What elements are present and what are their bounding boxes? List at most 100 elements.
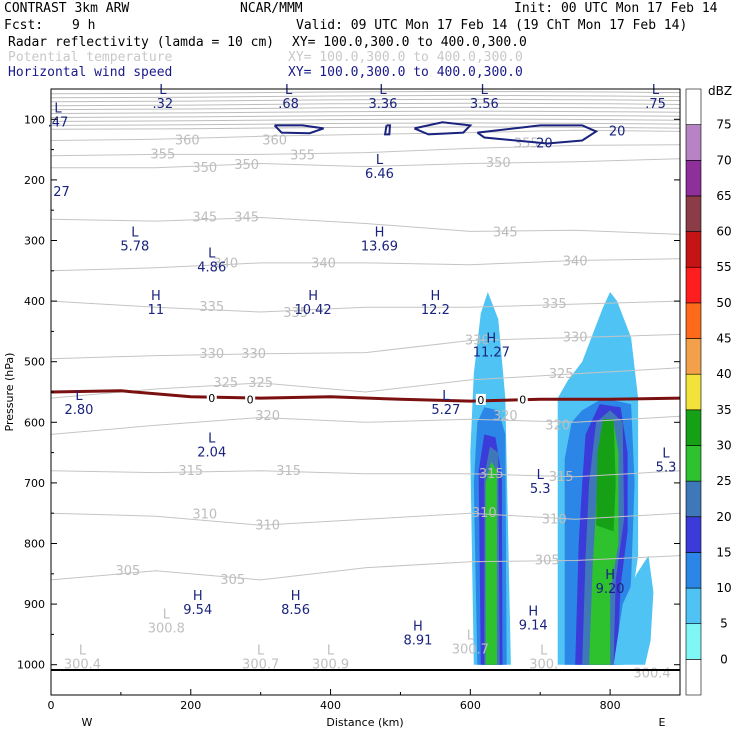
y-tick-label: 1000 bbox=[17, 659, 45, 672]
extremum-value: 300.7 bbox=[242, 658, 279, 673]
theta-label-355: 355 bbox=[150, 147, 175, 162]
colorbar-swatch bbox=[685, 587, 702, 625]
colorbar-tick-label: 0 bbox=[720, 652, 728, 666]
theta-label-330: 330 bbox=[241, 347, 266, 362]
valid-time: Valid: 09 UTC Mon 17 Feb 14 (19 ChT Mon … bbox=[296, 18, 688, 33]
colorbar-swatch bbox=[685, 659, 702, 696]
low-marker: L bbox=[257, 644, 265, 659]
theta-isentrope-355 bbox=[51, 144, 680, 157]
x-tick-label: 200 bbox=[180, 699, 201, 712]
freezing-label-bg bbox=[206, 392, 217, 404]
theta-label-310: 310 bbox=[542, 512, 567, 527]
theta-label-320: 320 bbox=[255, 409, 280, 424]
colorbar-tick-label: 75 bbox=[716, 118, 731, 132]
extremum-value: 5.3 bbox=[530, 482, 551, 497]
colorbar-tick-label: 25 bbox=[716, 474, 731, 488]
theta-upper-isentrope bbox=[51, 102, 680, 107]
high-marker: H bbox=[291, 589, 301, 604]
extremum-value: 11 bbox=[148, 303, 165, 318]
extremum-value: .68 bbox=[278, 97, 299, 112]
wind-contour-20 bbox=[273, 124, 324, 135]
theta-upper-isentrope bbox=[51, 126, 680, 130]
x-tick-label: 800 bbox=[600, 699, 621, 712]
reflectivity-layer bbox=[470, 292, 654, 665]
low-marker: L bbox=[208, 247, 216, 262]
x-tick-label: 400 bbox=[320, 699, 341, 712]
theta-isentrope-320 bbox=[51, 415, 680, 435]
low-marker: L bbox=[163, 607, 171, 622]
extremum-value: 3.56 bbox=[470, 97, 499, 112]
colorbar-tick-label: 45 bbox=[716, 332, 731, 346]
theta-label-315: 315 bbox=[549, 470, 574, 485]
freezing-label-bg bbox=[517, 393, 528, 405]
theta-label-350: 350 bbox=[234, 158, 259, 173]
forecast-hours: 9 h bbox=[72, 18, 96, 33]
theta-label-340: 340 bbox=[213, 257, 238, 272]
extremum-value: 27 bbox=[53, 185, 70, 200]
high-marker: H bbox=[375, 226, 385, 241]
colorbar-swatch bbox=[685, 552, 702, 589]
y-tick-label: 900 bbox=[24, 598, 45, 611]
theta-label-330: 330 bbox=[199, 347, 224, 362]
high-marker: H bbox=[486, 332, 496, 347]
theta-isentrope-350 bbox=[51, 158, 680, 169]
reflectivity-cell-5dbz bbox=[613, 555, 654, 665]
x-axis-title: Distance (km) bbox=[326, 716, 403, 729]
y-tick-label: 600 bbox=[24, 416, 45, 429]
field-xy-reflectivity: XY= 100.0,300.0 to 400.0,300.0 bbox=[292, 35, 527, 50]
theta-upper-isentrope bbox=[51, 114, 680, 118]
extremum-value: .75 bbox=[645, 97, 666, 112]
colorbar-tick-label: 65 bbox=[716, 189, 731, 203]
extremum-value: 3.36 bbox=[368, 97, 397, 112]
colorbar-swatch bbox=[685, 302, 702, 339]
theta-upper-isentrope bbox=[51, 110, 680, 114]
theta-label-345: 345 bbox=[192, 210, 217, 225]
y-axis-title: Pressure (hPa) bbox=[3, 353, 16, 432]
theta-upper-isentrope bbox=[51, 106, 680, 111]
high-marker: H bbox=[528, 604, 538, 619]
high-marker: H bbox=[151, 289, 161, 304]
theta-upper-isentrope bbox=[51, 118, 680, 122]
colorbar: 0 5 10 15 20 25 30 35 40 45 50 55 60 65 70 75 bbox=[685, 88, 732, 696]
colorbar-tick-label: 50 bbox=[716, 296, 731, 310]
high-marker: H bbox=[308, 289, 318, 304]
y-tick-label: 700 bbox=[24, 477, 45, 490]
theta-label-340: 340 bbox=[311, 257, 336, 272]
colorbar-swatch bbox=[685, 266, 702, 304]
field-name-wind: Horizontal wind speed bbox=[8, 65, 173, 80]
extremum-value: 300.9 bbox=[312, 658, 349, 673]
theta-label-355: 355 bbox=[514, 137, 539, 152]
theta-isentrope-305 bbox=[51, 555, 680, 581]
colorbar-swatch bbox=[685, 373, 702, 411]
colorbar-swatch bbox=[685, 445, 702, 482]
low-marker: L bbox=[54, 101, 62, 116]
theta-label-360: 360 bbox=[175, 134, 200, 149]
theta-label-310: 310 bbox=[255, 518, 280, 533]
extremum-value: 9.14 bbox=[519, 618, 548, 633]
extremum-value: 300.8 bbox=[148, 621, 185, 636]
colorbar-swatch bbox=[685, 623, 702, 660]
x-tick-label: 0 bbox=[48, 699, 55, 712]
theta-label-330: 330 bbox=[563, 330, 588, 345]
colorbar-tick-label: 10 bbox=[716, 581, 731, 595]
theta-label-305: 305 bbox=[115, 564, 140, 579]
freezing-level-label: 0 bbox=[208, 392, 215, 405]
theta-label-325: 325 bbox=[213, 376, 238, 391]
y-tick-label: 300 bbox=[24, 235, 45, 248]
extremum-value: 4.86 bbox=[197, 261, 226, 276]
colorbar-tick-label: 30 bbox=[716, 438, 731, 452]
low-marker: L bbox=[481, 83, 489, 98]
colorbar-tick-label: 5 bbox=[720, 617, 728, 631]
theta-isentrope-330 bbox=[51, 333, 680, 360]
low-marker: L bbox=[540, 644, 548, 659]
colorbar-swatch bbox=[685, 88, 702, 125]
low-marker: L bbox=[79, 644, 87, 659]
theta-label-330: 330 bbox=[465, 333, 490, 348]
extremum-value: 300.4 bbox=[64, 658, 101, 673]
y-tick-label: 200 bbox=[24, 174, 45, 187]
colorbar-swatch bbox=[685, 159, 702, 197]
y-tick-label: 800 bbox=[24, 538, 45, 551]
